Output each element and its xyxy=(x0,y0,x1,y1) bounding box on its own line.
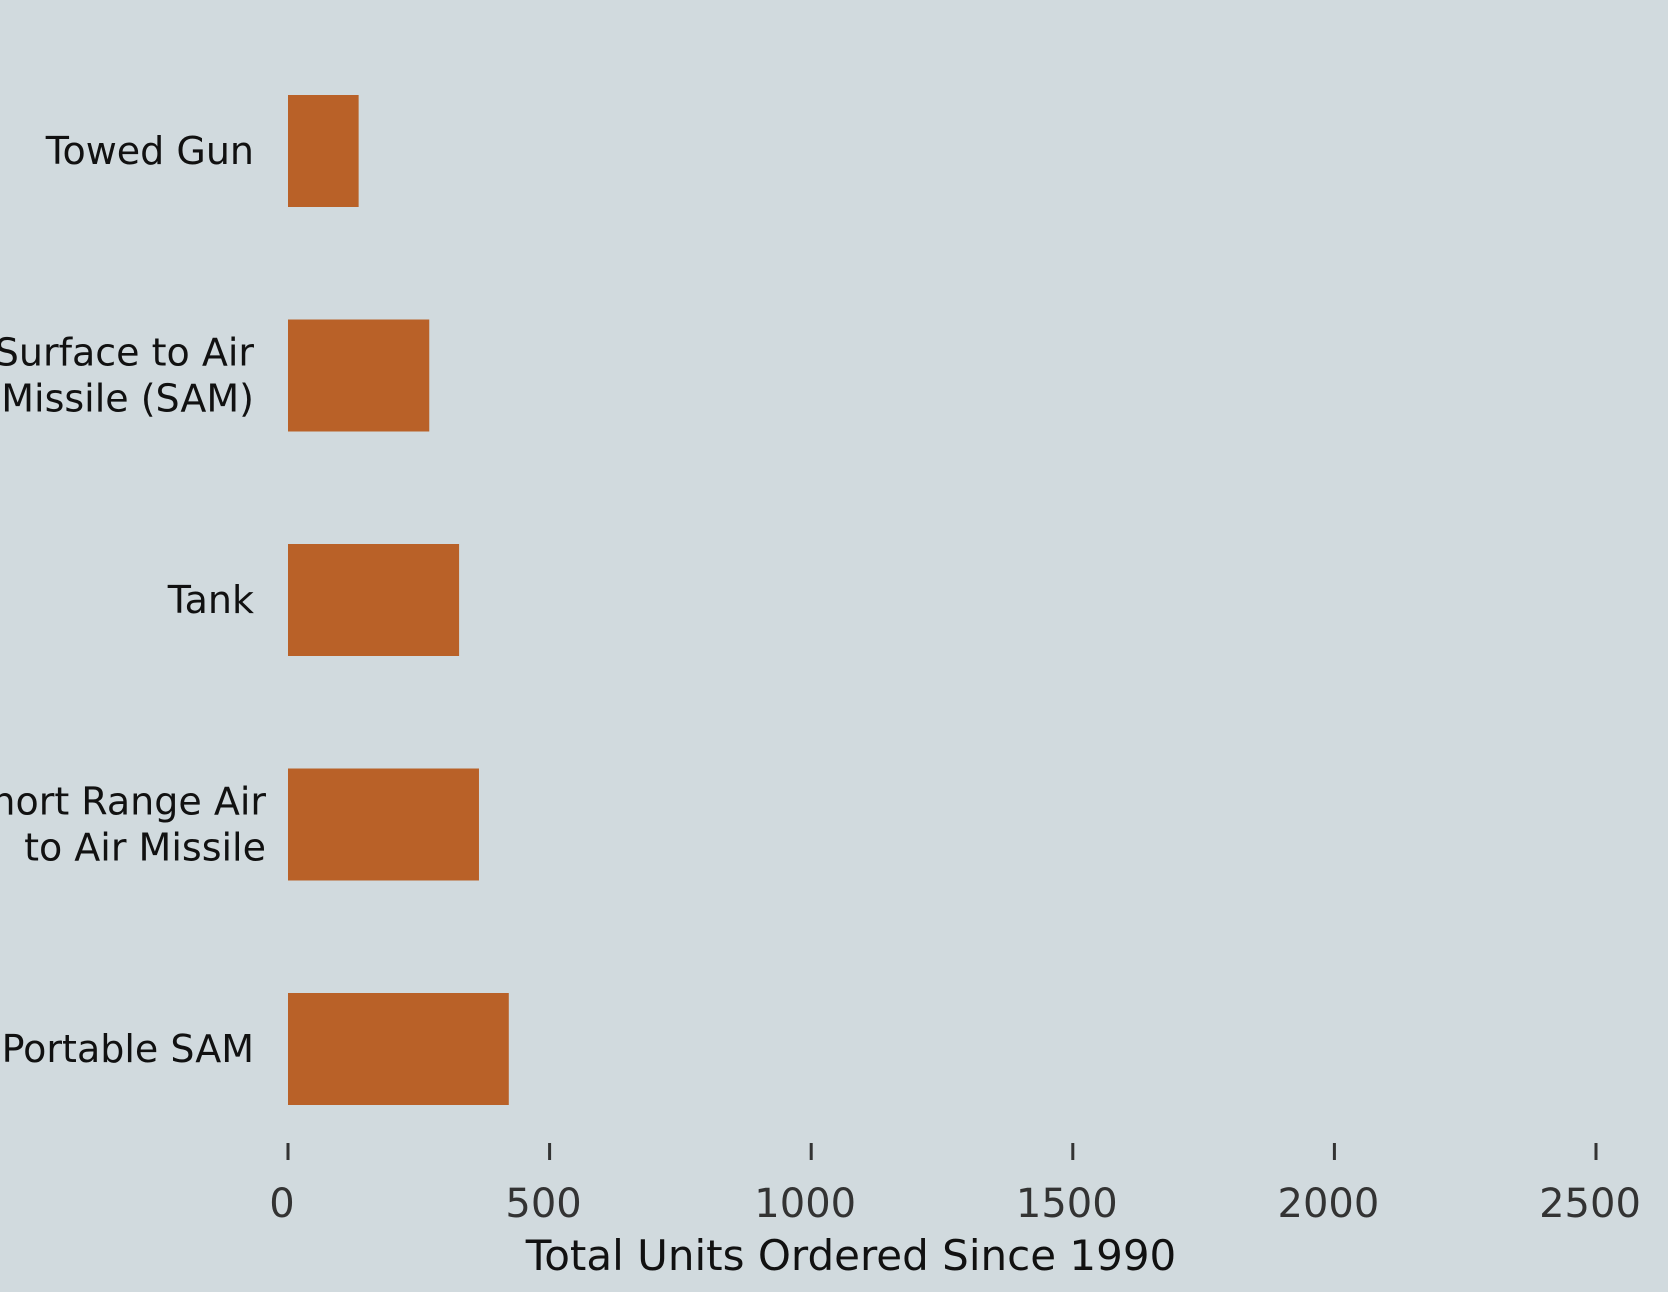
bar-0 xyxy=(288,95,359,207)
bars-layer xyxy=(288,95,509,1105)
x-tick-label-4: 2000 xyxy=(1278,1181,1380,1227)
category-label-2: Tank xyxy=(167,578,254,622)
x-axis-title: Total Units Ordered Since 1990 xyxy=(525,1231,1177,1280)
category-label-4: Portable SAM xyxy=(2,1027,254,1071)
x-tick-label-2: 1000 xyxy=(754,1181,856,1227)
bar-4 xyxy=(288,993,509,1105)
bar-3 xyxy=(288,768,479,881)
x-axis: 0 500 1000 1500 2000 2500 xyxy=(269,1143,1641,1227)
category-label-0: Towed Gun xyxy=(45,129,254,173)
category-label-1: Surface to Air Missile (SAM) xyxy=(0,331,254,421)
x-tick-label-1: 500 xyxy=(505,1181,581,1227)
x-tick-label-5: 2500 xyxy=(1539,1181,1641,1227)
bar-2 xyxy=(288,544,460,656)
category-labels: Towed Gun Surface to Air Missile (SAM) Tank… xyxy=(0,129,266,1071)
bar-1 xyxy=(288,319,430,432)
x-tick-label-3: 1500 xyxy=(1016,1181,1118,1227)
x-tick-label-0: 0 xyxy=(269,1181,294,1227)
